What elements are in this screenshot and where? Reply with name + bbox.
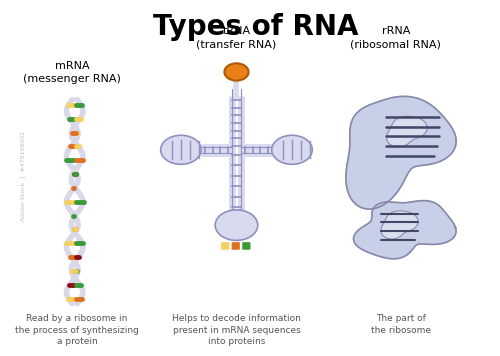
Circle shape	[272, 135, 312, 164]
Polygon shape	[346, 96, 456, 209]
Circle shape	[224, 63, 248, 80]
FancyBboxPatch shape	[232, 242, 240, 250]
Text: Types of RNA: Types of RNA	[153, 13, 358, 41]
Text: tRNA
(transfer RNA): tRNA (transfer RNA)	[196, 26, 276, 49]
Text: mRNA
(messenger RNA): mRNA (messenger RNA)	[24, 61, 121, 84]
Text: rRNA
(ribosomal RNA): rRNA (ribosomal RNA)	[350, 26, 442, 49]
Text: Read by a ribosome in
the process of synthesizing
a protein: Read by a ribosome in the process of syn…	[15, 314, 139, 346]
Polygon shape	[354, 201, 456, 259]
Polygon shape	[381, 211, 418, 239]
Text: Helps to decode information
present in mRNA sequences
into proteins: Helps to decode information present in m…	[172, 314, 301, 346]
Text: Adobe Stock  |  #479158002: Adobe Stock | #479158002	[20, 131, 26, 221]
Circle shape	[215, 210, 258, 240]
FancyBboxPatch shape	[221, 242, 229, 250]
Text: The part of
the ribosome: The part of the ribosome	[370, 314, 430, 335]
FancyBboxPatch shape	[242, 242, 250, 250]
Circle shape	[160, 135, 201, 164]
Polygon shape	[386, 116, 427, 147]
